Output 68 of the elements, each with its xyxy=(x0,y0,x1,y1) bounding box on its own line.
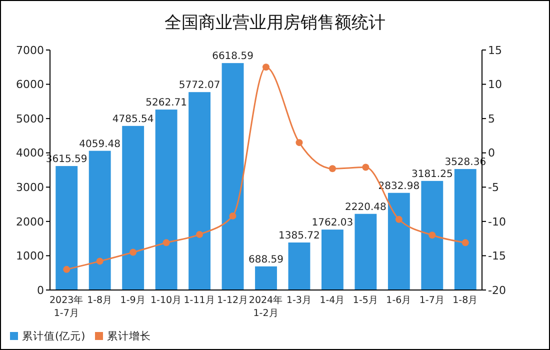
y2-tick-label: 10 xyxy=(488,78,502,92)
point xyxy=(196,230,204,238)
point xyxy=(328,165,336,172)
point xyxy=(130,248,137,256)
bar xyxy=(288,242,310,290)
bar xyxy=(155,110,178,290)
y2-tick-label: 15 xyxy=(488,44,502,57)
y2-tick-label: -15 xyxy=(488,250,506,263)
bar xyxy=(388,192,410,290)
data-label: 5772.07 xyxy=(178,80,220,92)
point xyxy=(96,258,104,265)
point xyxy=(296,139,303,146)
bar xyxy=(354,214,377,290)
data-label: 688.59 xyxy=(248,254,284,266)
x-tick-label: 1-3月 xyxy=(286,295,312,306)
y-tick-label: 4000 xyxy=(16,146,44,160)
y-tick-label: 1000 xyxy=(16,250,44,263)
point xyxy=(229,212,236,220)
legend-label: 累计增长 xyxy=(107,330,151,343)
bar xyxy=(222,63,244,290)
bar xyxy=(255,266,277,290)
point xyxy=(395,216,402,223)
x-tick-label: 1-10月 xyxy=(150,295,182,306)
x-tick-label: 1-11月 xyxy=(184,295,216,306)
x-tick-label: 1-4月 xyxy=(320,295,346,306)
bar xyxy=(321,230,344,290)
x-tick-label: 1-7月 xyxy=(419,295,445,306)
y2-tick-label: -20 xyxy=(488,284,506,297)
data-label: 6618.59 xyxy=(212,51,254,62)
x-tick-label: 1-8月 xyxy=(87,295,113,306)
y2-tick-label: -10 xyxy=(488,215,506,228)
x-tick-label: 1-5月 xyxy=(352,295,378,306)
bar xyxy=(56,166,78,290)
point xyxy=(428,232,436,239)
y2-tick-label: -5 xyxy=(488,180,499,194)
x-tick-label: 1-12月 xyxy=(216,295,249,306)
bar xyxy=(122,126,144,290)
data-label: 4785.54 xyxy=(112,114,154,125)
bar xyxy=(454,169,476,290)
data-label: 5262.71 xyxy=(146,98,187,109)
bar xyxy=(421,180,444,290)
x-tick-label: 2023年 1-7月 xyxy=(50,294,84,319)
point xyxy=(162,239,170,246)
chart-title: 全国商业营业用房销售额统计 xyxy=(164,13,386,33)
x-tick-label: 1-9月 xyxy=(120,295,146,306)
point xyxy=(63,266,70,273)
y-tick-label: 5000 xyxy=(16,112,44,126)
data-label: 1762.03 xyxy=(312,218,354,229)
bar xyxy=(188,92,211,290)
y2-tick-label: 5 xyxy=(488,112,495,126)
point xyxy=(262,64,270,71)
y-tick-label: 3000 xyxy=(16,180,44,194)
point xyxy=(462,239,469,246)
point xyxy=(362,164,370,171)
data-label: 1385.72 xyxy=(278,230,320,242)
y-tick-label: 0 xyxy=(37,284,44,297)
data-label: 3181.25 xyxy=(411,168,453,180)
x-tick-label: 2024年 1-2月 xyxy=(248,294,284,319)
x-tick-label: 1-8月 xyxy=(452,295,478,306)
y-tick-label: 7000 xyxy=(16,44,44,57)
y2-tick-label: 0 xyxy=(488,146,495,160)
legend-label: 累计值(亿元) xyxy=(22,330,86,343)
bar xyxy=(88,150,111,290)
y-tick-label: 2000 xyxy=(16,215,44,228)
x-tick-label: 1-6月 xyxy=(386,295,412,306)
data-label: 4059.48 xyxy=(79,138,121,150)
y-tick-label: 6000 xyxy=(16,78,44,92)
data-label: 2220.48 xyxy=(345,202,386,213)
